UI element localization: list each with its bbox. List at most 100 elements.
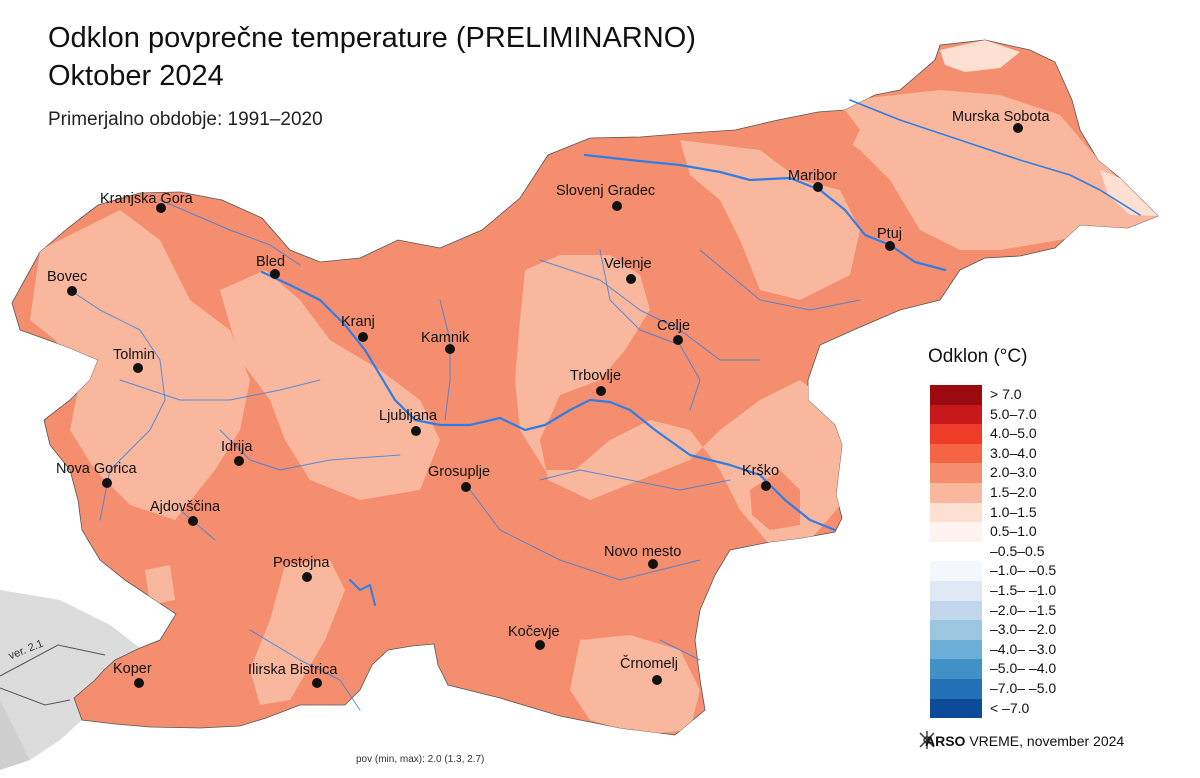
map-title: Odklon povprečne temperature (PRELIMINAR…: [48, 22, 696, 54]
legend-swatch: [930, 698, 982, 719]
legend-item: 4.0–5.0: [930, 424, 1180, 444]
legend-swatch: [930, 600, 982, 621]
city-label: Krško: [742, 463, 779, 479]
river-minor: [179, 509, 216, 541]
legend-swatch: [930, 502, 982, 523]
footer-statistics: pov (min, max): 2.0 (1.3, 2.7): [356, 754, 485, 765]
legend-swatch: [930, 443, 982, 464]
legend-label: 3.0–4.0: [990, 444, 1037, 461]
city-marker-krsko: Krško: [742, 463, 779, 491]
lake: [349, 579, 376, 606]
legend-swatch: [930, 385, 982, 405]
city-label: Ptuj: [877, 226, 902, 242]
legend-label: –2.0– –1.5: [990, 601, 1057, 618]
legend-swatch: [930, 581, 982, 601]
river-minor: [219, 429, 401, 471]
city-marker-koper: Koper: [113, 661, 152, 688]
legend-label: –3.0– –2.0: [990, 621, 1057, 638]
city-label: Kranj: [341, 314, 375, 330]
city-label: Novo mesto: [604, 544, 681, 560]
legend-item: –0.5–0.5: [930, 541, 1180, 562]
city-marker-grosuplje: Grosuplje: [428, 464, 490, 492]
credit-brand: ARSO: [925, 733, 966, 749]
border-line: [0, 644, 106, 677]
river-minor: [119, 379, 321, 401]
legend-label: 2.0–3.0: [990, 464, 1037, 481]
map-period: Oktober 2024: [48, 60, 224, 92]
city-marker-slovenj-gradec: Slovenj Gradec: [556, 183, 655, 211]
river-minor: [659, 639, 701, 661]
legend-label: –1.5– –1.0: [990, 582, 1057, 598]
river-minor: [599, 249, 701, 411]
city-label: Bovec: [47, 269, 87, 285]
river-minor: [699, 249, 861, 311]
reference-period: Primerjalno obdobje: 1991–2020: [48, 109, 323, 130]
city-label: Kočevje: [508, 624, 560, 640]
legend-swatch: [930, 620, 982, 640]
city-label: Ilirska Bistrica: [248, 662, 338, 678]
legend-label: –1.0– –0.5: [990, 562, 1057, 579]
legend-label: > 7.0: [990, 386, 1022, 402]
legend-item: > 7.0: [930, 385, 1180, 405]
city-markers: Murska Sobota Maribor Ptuj Slovenj Grade…: [47, 109, 1050, 688]
anomaly-zones-1.5-2.0: [30, 90, 1158, 735]
city-label: Črnomelj: [620, 655, 678, 672]
footer-credit: ARSO VREME, november 2024: [925, 733, 1124, 749]
legend-item: –4.0– –3.0: [930, 639, 1180, 660]
city-label: Grosuplje: [428, 464, 490, 480]
city-marker-idrija: Idrija: [221, 439, 253, 466]
legend-item: –5.0– –4.0: [930, 659, 1180, 679]
city-marker-crnomelj: Črnomelj: [620, 655, 678, 685]
city-label: Kranjska Gora: [100, 191, 194, 207]
legend-label: 1.0–1.5: [990, 503, 1037, 520]
legend-swatch: [930, 679, 982, 699]
river-minor: [69, 289, 166, 521]
legend-swatch: [930, 561, 982, 581]
city-marker-kocevje: Kočevje: [508, 624, 560, 650]
river-mura: [849, 99, 1141, 216]
city-marker-murska-sobota: Murska Sobota: [952, 109, 1050, 133]
legend-item: 1.5–2.0: [930, 483, 1180, 503]
city-label: Velenje: [604, 256, 652, 272]
city-marker-ilirska-bistrica: Ilirska Bistrica: [248, 662, 338, 688]
city-marker-kranj: Kranj: [341, 314, 375, 342]
arso-logo-icon: [919, 731, 935, 749]
legend-label: 1.5–2.0: [990, 484, 1037, 500]
legend-item: –1.0– –0.5: [930, 561, 1180, 581]
legend-label: 0.5–1.0: [990, 523, 1037, 540]
legend-label: –5.0– –4.0: [990, 660, 1057, 677]
legend-swatch: [930, 483, 982, 503]
city-label: Idrija: [221, 439, 253, 455]
legend-item: –2.0– –1.5: [930, 600, 1180, 621]
river-minor: [539, 259, 761, 361]
city-marker-bled: Bled: [256, 254, 285, 279]
legend-swatch: [930, 522, 982, 542]
river-minor: [159, 199, 301, 266]
legend-swatch: [930, 639, 982, 660]
city-marker-novo-mesto: Novo mesto: [604, 544, 681, 569]
legend-item: –1.5– –1.0: [930, 581, 1180, 601]
city-label: Maribor: [788, 168, 837, 184]
legend-label: –4.0– –3.0: [990, 640, 1057, 657]
city-marker-ptuj: Ptuj: [877, 226, 902, 251]
city-label: Celje: [657, 318, 690, 334]
city-marker-kamnik: Kamnik: [421, 330, 470, 354]
city-marker-bovec: Bovec: [47, 269, 87, 296]
legend-item: –3.0– –2.0: [930, 620, 1180, 640]
legend-swatch: [930, 424, 982, 444]
river-minor: [469, 489, 701, 581]
legend-item: 2.0–3.0: [930, 463, 1180, 483]
legend-label: < –7.0: [990, 699, 1030, 716]
legend-label: 5.0–7.0: [990, 405, 1037, 422]
city-label: Bled: [256, 254, 285, 270]
city-marker-nova-gorica: Nova Gorica: [56, 461, 138, 488]
city-label: Murska Sobota: [952, 109, 1050, 125]
city-marker-celje: Celje: [657, 318, 690, 345]
legend-label: –0.5–0.5: [990, 542, 1045, 559]
river-minor: [439, 299, 451, 421]
city-label: Ljubljana: [379, 408, 438, 424]
anomaly-zones-1.0-1.5: [940, 40, 1158, 216]
city-marker-tolmin: Tolmin: [113, 347, 155, 373]
river-sava: [260, 270, 837, 532]
